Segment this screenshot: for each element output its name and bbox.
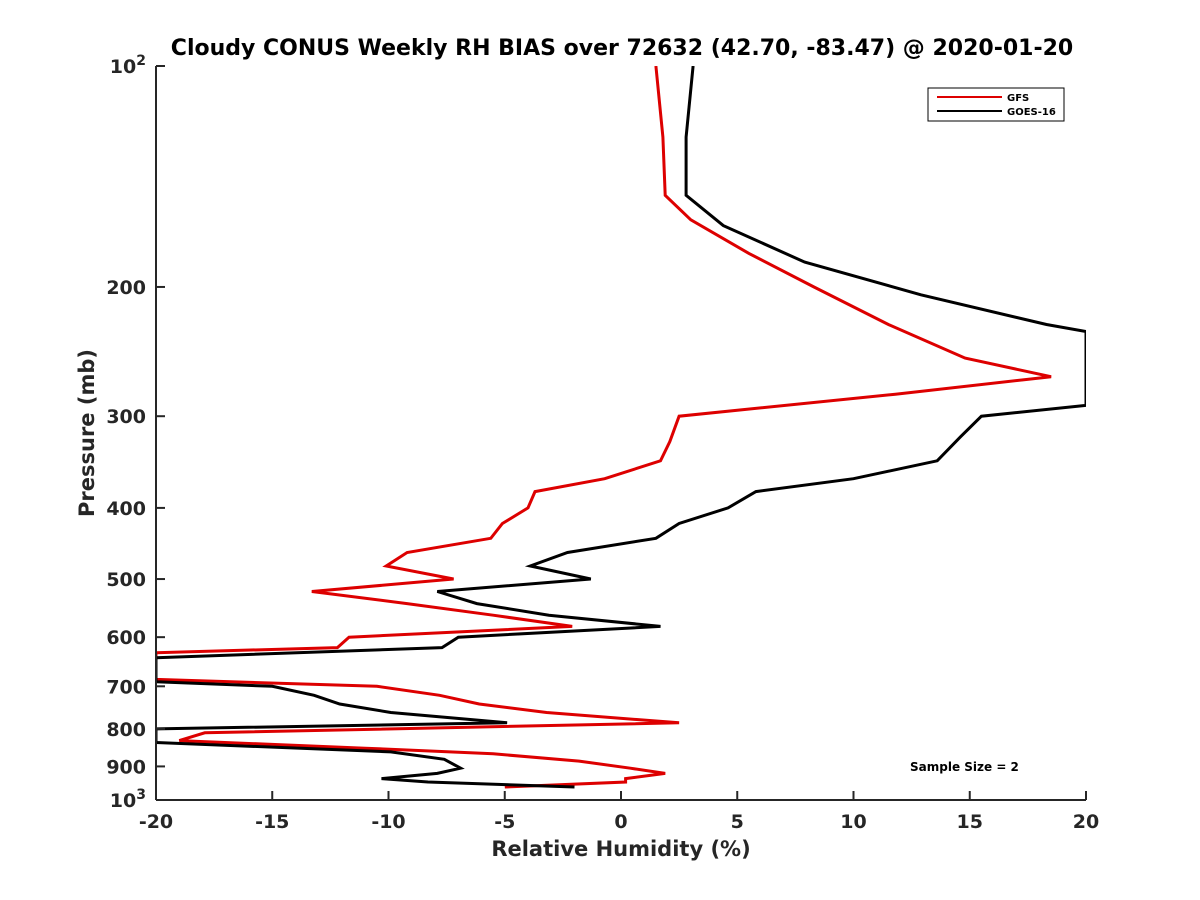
y-ticks: 102 200 300 400 500 600 700 800 900 103 xyxy=(106,53,165,812)
sample-size-annotation: Sample Size = 2 xyxy=(910,760,1019,774)
y-tick-label: 102 xyxy=(110,53,146,78)
chart-title: Cloudy CONUS Weekly RH BIAS over 72632 (… xyxy=(171,36,1073,61)
legend-label-gfs: GFS xyxy=(1007,93,1029,104)
y-tick-label: 700 xyxy=(106,676,146,698)
y-tick-label: 500 xyxy=(106,569,146,591)
y-tick-label: 300 xyxy=(106,406,146,428)
y-axis-title: Pressure (mb) xyxy=(75,349,99,517)
legend-label-goes-16: GOES-16 xyxy=(1007,107,1056,118)
y-tick-label: 103 xyxy=(110,787,146,812)
plot-area xyxy=(156,66,1086,800)
series-line-goes-16 xyxy=(156,66,1086,789)
y-tick-label: 900 xyxy=(106,756,146,778)
y-tick-label: 800 xyxy=(106,719,146,741)
x-tick-label: 10 xyxy=(840,811,866,833)
x-tick-label: -10 xyxy=(371,811,405,833)
legend: GFS GOES-16 xyxy=(927,87,1065,122)
series-line-gfs xyxy=(156,66,1052,789)
y-tick-label: 600 xyxy=(106,627,146,649)
x-tick-label: 20 xyxy=(1073,811,1099,833)
x-tick-label: 0 xyxy=(614,811,627,833)
x-tick-label: -15 xyxy=(255,811,289,833)
x-axis-title: Relative Humidity (%) xyxy=(491,837,750,861)
x-tick-label: -5 xyxy=(494,811,515,833)
y-tick-label: 200 xyxy=(106,277,146,299)
legend-box xyxy=(927,87,1065,122)
x-tick-label: 15 xyxy=(957,811,983,833)
x-ticks: -20 -15 -10 -5 0 5 10 15 20 xyxy=(139,791,1099,833)
series-layer xyxy=(156,66,1086,789)
x-tick-label: 5 xyxy=(731,811,744,833)
y-tick-label: 400 xyxy=(106,498,146,520)
x-tick-label: -20 xyxy=(139,811,173,833)
